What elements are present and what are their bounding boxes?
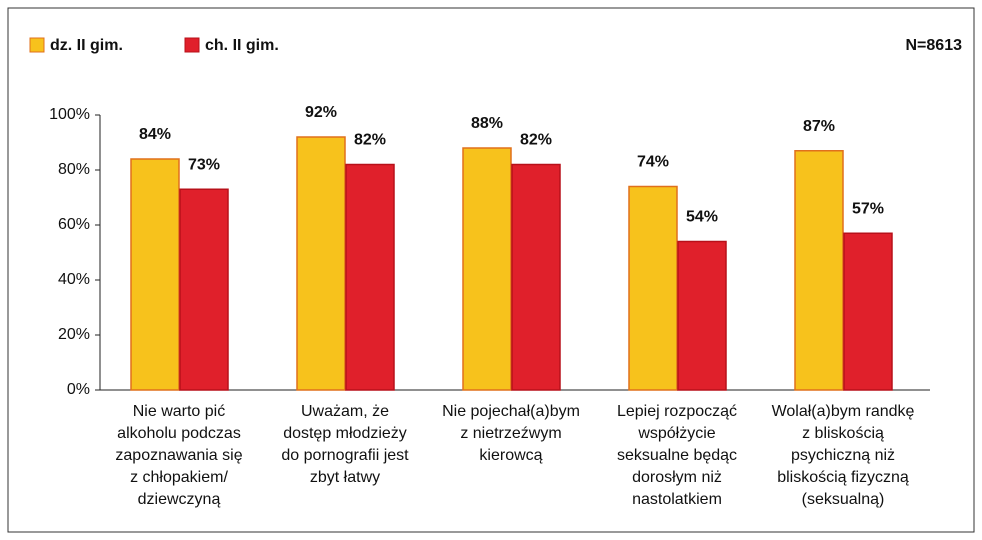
value-label: 73% bbox=[188, 156, 220, 173]
x-tick-label: Uważam, że dostęp młodzieży do pornografii… bbox=[281, 403, 409, 486]
annotation: N=8613 bbox=[906, 37, 963, 54]
bar bbox=[345, 163, 395, 391]
y-tick-label: 60% bbox=[58, 216, 90, 233]
bar bbox=[843, 232, 893, 391]
value-label: 82% bbox=[520, 132, 552, 149]
bar bbox=[511, 163, 561, 391]
legend-swatch bbox=[184, 37, 200, 53]
legend-label: ch. II gim. bbox=[205, 37, 279, 54]
bar bbox=[130, 158, 180, 391]
y-tick-label: 100% bbox=[49, 106, 90, 123]
legend-label: dz. II gim. bbox=[50, 37, 123, 54]
x-tick-label: Wolał(a)bym randkę z bliskością psychiczną… bbox=[772, 403, 915, 508]
bar bbox=[628, 185, 678, 391]
x-tick-label: Lepiej rozpocząć współżycie seksualne będą… bbox=[617, 403, 737, 508]
x-tick-label: Nie warto pić alkoholu podczas zapoznawani… bbox=[115, 403, 242, 508]
bar bbox=[677, 240, 727, 391]
bar bbox=[462, 147, 512, 391]
value-label: 88% bbox=[471, 115, 503, 132]
legend-swatch bbox=[29, 37, 45, 53]
value-label: 82% bbox=[354, 132, 386, 149]
value-label: 92% bbox=[305, 104, 337, 121]
bar bbox=[179, 188, 229, 391]
y-tick-label: 0% bbox=[67, 381, 90, 398]
value-label: 74% bbox=[637, 154, 669, 171]
value-label: 57% bbox=[852, 200, 884, 217]
frame bbox=[7, 7, 975, 533]
value-label: 87% bbox=[803, 118, 835, 135]
value-label: 54% bbox=[686, 209, 718, 226]
y-tick-label: 80% bbox=[58, 161, 90, 178]
value-label: 84% bbox=[139, 126, 171, 143]
bar bbox=[794, 150, 844, 391]
bar bbox=[296, 136, 346, 391]
x-tick-label: Nie pojechał(a)bym z nietrzeźwym kierowcą bbox=[442, 403, 580, 464]
y-tick-label: 40% bbox=[58, 271, 90, 288]
y-tick-label: 20% bbox=[58, 326, 90, 343]
